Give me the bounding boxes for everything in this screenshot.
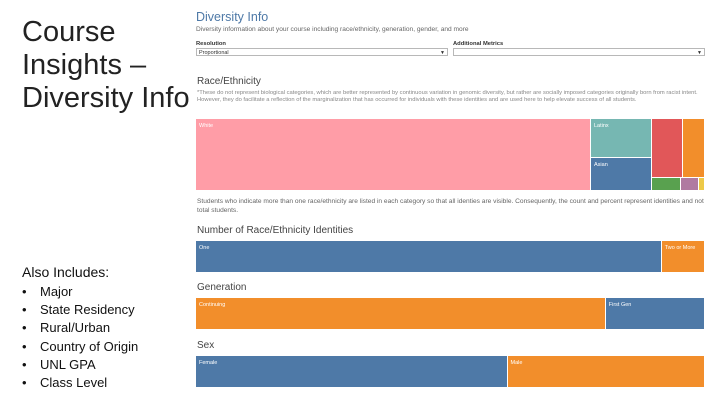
sex-title: Sex bbox=[197, 340, 215, 351]
treemap-cell-yellow[interactable] bbox=[699, 178, 705, 191]
resolution-label: Resolution bbox=[196, 41, 226, 47]
multi-identity-note: Students who indicate more than one race… bbox=[197, 198, 704, 214]
num-identities-title: Number of Race/Ethnicity Identities bbox=[197, 225, 354, 236]
treemap-cell-red[interactable] bbox=[652, 119, 683, 178]
treemap-cell-orange[interactable] bbox=[683, 119, 705, 178]
segment-label: Female bbox=[199, 360, 218, 366]
treemap-label: White bbox=[199, 123, 214, 129]
generation-bar: Continuing First Gen bbox=[196, 298, 705, 329]
additional-metrics-select[interactable]: ▼ bbox=[453, 48, 705, 56]
list-item: Major bbox=[22, 283, 138, 301]
bar-segment-continuing[interactable]: Continuing bbox=[196, 298, 606, 329]
list-item: Country of Origin bbox=[22, 338, 138, 356]
also-includes-list: Major State Residency Rural/Urban Countr… bbox=[22, 283, 138, 392]
treemap-cell-green[interactable] bbox=[652, 178, 681, 191]
also-includes-heading: Also Includes: bbox=[22, 264, 110, 280]
sex-bar: Female Male bbox=[196, 356, 705, 387]
resolution-select[interactable]: Proportional ▼ bbox=[196, 48, 448, 56]
segment-label: First Gen bbox=[608, 302, 632, 308]
race-ethnicity-note: *These do not represent biological categ… bbox=[197, 90, 698, 104]
generation-title: Generation bbox=[197, 282, 247, 293]
bar-segment-first-gen[interactable]: First Gen bbox=[605, 298, 705, 329]
treemap-label: Latinx bbox=[594, 123, 609, 129]
chevron-down-icon: ▼ bbox=[440, 50, 445, 56]
resolution-value: Proportional bbox=[199, 50, 229, 56]
list-item: State Residency bbox=[22, 301, 138, 319]
treemap-label: Asian bbox=[594, 162, 608, 168]
dashboard-title: Diversity Info bbox=[196, 10, 269, 24]
treemap-cell-latinx[interactable]: Latinx bbox=[591, 119, 652, 158]
list-item: Class Level bbox=[22, 374, 138, 392]
bar-segment-female[interactable]: Female bbox=[196, 356, 508, 387]
treemap-cell-white[interactable]: White bbox=[196, 119, 591, 191]
race-ethnicity-title: Race/Ethnicity bbox=[197, 76, 261, 87]
dashboard-subtitle: Diversity information about your course … bbox=[196, 26, 469, 33]
bar-segment-one[interactable]: One bbox=[196, 241, 662, 272]
segment-label: Two or More bbox=[664, 245, 696, 251]
segment-label: One bbox=[199, 245, 210, 251]
treemap-cell-asian[interactable]: Asian bbox=[591, 158, 652, 191]
additional-metrics-label: Additional Metrics bbox=[453, 41, 504, 47]
segment-label: Male bbox=[510, 360, 523, 366]
treemap-cell-purple[interactable] bbox=[681, 178, 699, 191]
list-item: UNL GPA bbox=[22, 356, 138, 374]
bar-segment-two-or-more[interactable]: Two or More bbox=[661, 241, 705, 272]
num-identities-bar: One Two or More bbox=[196, 241, 705, 272]
list-item: Rural/Urban bbox=[22, 319, 138, 337]
segment-label: Continuing bbox=[199, 302, 226, 308]
slide-title: Course Insights – Diversity Info bbox=[22, 16, 190, 114]
bar-segment-male[interactable]: Male bbox=[507, 356, 705, 387]
chevron-down-icon: ▼ bbox=[697, 50, 702, 56]
